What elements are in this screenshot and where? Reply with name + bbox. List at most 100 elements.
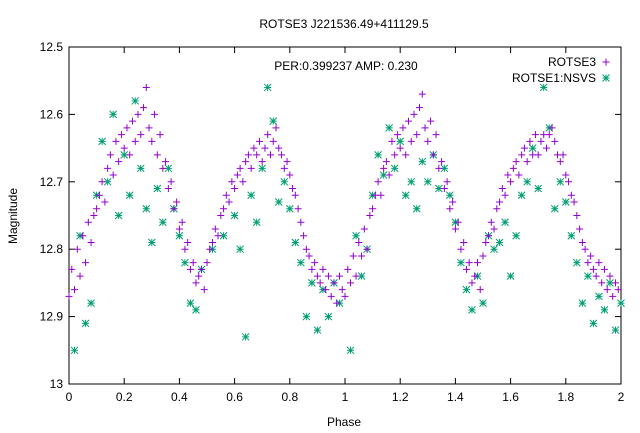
data-point	[526, 137, 534, 145]
data-point	[244, 151, 252, 159]
data-point	[380, 164, 388, 172]
data-point	[468, 279, 476, 287]
data-point	[589, 265, 597, 273]
data-point	[285, 204, 294, 213]
data-point	[313, 326, 322, 334]
data-point	[145, 124, 153, 132]
data-point	[333, 299, 341, 307]
data-point	[479, 252, 487, 260]
data-point	[178, 218, 186, 226]
data-point	[584, 272, 592, 281]
data-point	[352, 231, 360, 240]
data-point	[65, 292, 73, 300]
y-tick-label: 12.5	[40, 40, 64, 54]
data-point	[137, 131, 145, 139]
data-point	[399, 124, 407, 132]
data-point	[468, 306, 476, 314]
data-point	[151, 110, 159, 118]
legend: ROTSE3 ROTSE1:NSVS	[512, 55, 610, 85]
data-point	[349, 252, 357, 260]
data-point	[81, 319, 90, 328]
data-point	[313, 272, 321, 280]
data-point	[175, 231, 184, 240]
data-point	[578, 299, 587, 307]
data-point	[523, 177, 532, 186]
data-point	[214, 232, 222, 240]
data-point	[565, 178, 573, 186]
data-point	[79, 232, 87, 240]
data-point	[355, 238, 363, 246]
data-point	[175, 225, 183, 233]
data-point	[308, 279, 316, 287]
data-point	[534, 151, 542, 159]
data-point	[241, 332, 250, 341]
data-point	[374, 150, 382, 159]
data-point	[275, 144, 283, 152]
data-point	[487, 218, 495, 226]
chart-title: ROTSE3 J221536.49+411129.5	[259, 17, 429, 31]
y-tick-label: 13	[50, 377, 64, 391]
data-point	[269, 137, 277, 145]
data-point	[338, 286, 346, 294]
data-point	[217, 212, 225, 219]
data-point	[136, 164, 145, 173]
data-point	[272, 124, 280, 132]
data-point	[184, 238, 192, 246]
x-tick-label: 0.8	[281, 390, 298, 404]
data-point	[90, 212, 98, 219]
data-point	[156, 131, 164, 139]
data-point	[112, 137, 120, 145]
data-point	[352, 272, 360, 280]
data-point	[581, 245, 589, 253]
data-point	[556, 158, 564, 166]
x-axis-label: Phase	[327, 415, 361, 429]
data-point	[534, 184, 543, 193]
data-point	[73, 245, 81, 253]
data-point	[258, 158, 266, 166]
data-point	[87, 299, 95, 307]
data-point	[498, 185, 506, 193]
data-point	[578, 238, 586, 246]
data-point	[391, 151, 399, 159]
y-tick-label: 12.8	[40, 242, 64, 256]
data-point	[460, 238, 468, 246]
data-point	[274, 198, 283, 206]
data-point	[98, 137, 106, 146]
data-point	[324, 312, 333, 321]
data-point	[614, 286, 622, 294]
data-point	[209, 238, 217, 246]
data-point	[233, 171, 241, 179]
data-point	[423, 177, 432, 186]
data-point	[120, 150, 129, 159]
data-point	[269, 117, 278, 125]
data-point	[545, 131, 553, 139]
data-point	[239, 178, 247, 186]
data-point	[327, 292, 335, 300]
data-point	[162, 158, 170, 166]
data-point	[465, 259, 473, 267]
data-point	[401, 191, 410, 200]
y-axis-label: Magnitude	[6, 188, 20, 244]
data-point	[236, 164, 244, 172]
series-rotse3	[65, 83, 622, 307]
data-point	[360, 225, 368, 233]
data-point	[410, 110, 418, 118]
x-tick-label: 1.6	[502, 390, 519, 404]
data-point	[291, 238, 300, 247]
data-point	[598, 279, 606, 287]
data-point	[316, 279, 324, 287]
data-point	[158, 218, 167, 227]
data-point	[115, 158, 123, 166]
data-point	[195, 272, 203, 280]
data-point	[261, 144, 269, 152]
data-point	[247, 164, 255, 172]
y-tick-label: 12.6	[40, 107, 64, 121]
data-point	[70, 346, 79, 355]
data-point	[109, 171, 117, 179]
data-point	[170, 205, 178, 213]
data-point	[407, 137, 415, 145]
data-point	[68, 265, 76, 273]
data-point	[123, 124, 131, 132]
data-point	[324, 272, 332, 280]
data-point	[211, 225, 219, 233]
